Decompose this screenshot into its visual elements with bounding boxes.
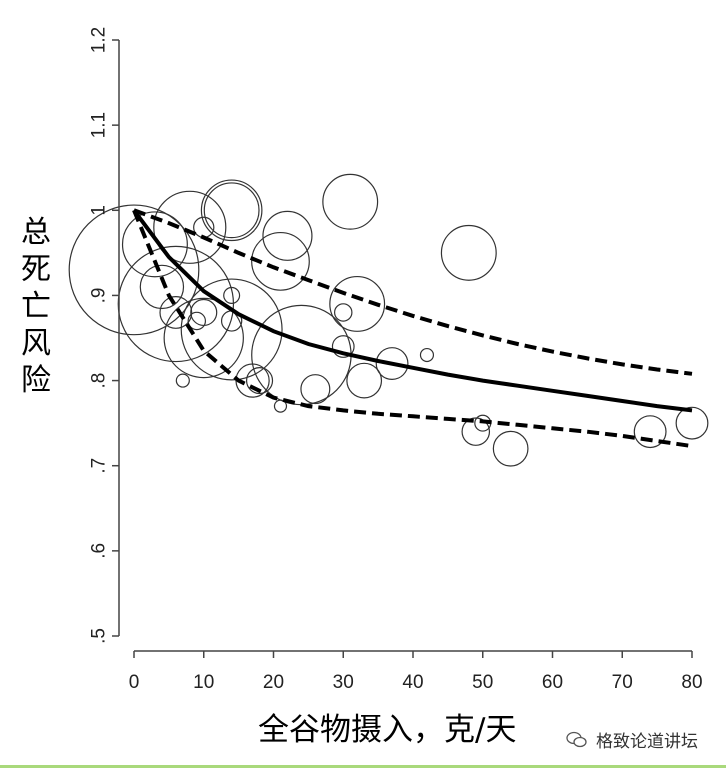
- footer-rule: [0, 765, 726, 768]
- study-bubble: [461, 417, 491, 446]
- study-bubble: [163, 297, 244, 379]
- x-tick-label: 20: [263, 672, 284, 693]
- study-bubble: [375, 347, 409, 380]
- y-tick-label: .5: [89, 628, 110, 644]
- x-tick-label: 10: [193, 672, 214, 693]
- x-axis-ticks: 0 10 20 30 40 50 60 70 80: [129, 651, 703, 693]
- study-bubble: [159, 296, 193, 329]
- study-bubble: [139, 264, 185, 310]
- y-tick-label: 1.2: [89, 27, 110, 53]
- line-layer: [132, 208, 693, 449]
- study-bubble: [440, 224, 497, 281]
- study-bubble: [180, 278, 283, 381]
- y-axis-label: 总死亡风险: [21, 215, 51, 398]
- study-bubble: [153, 190, 227, 264]
- x-axis-label: 全谷物摄入，克/天: [258, 712, 517, 748]
- y-tick-label: 1: [89, 205, 110, 216]
- estimate-line: [132, 209, 693, 413]
- y-tick-label: 1.1: [89, 112, 110, 138]
- study-bubble: [203, 182, 260, 239]
- y-tick-label: .9: [89, 287, 110, 303]
- study-bubble: [200, 179, 263, 242]
- watermark-text: 格致论道讲坛: [596, 732, 698, 752]
- x-tick-label: 30: [333, 672, 354, 693]
- x-tick-label: 0: [129, 672, 140, 693]
- study-bubble: [223, 286, 241, 304]
- study-bubble: [251, 231, 310, 291]
- confidence-bound-line: [132, 209, 693, 449]
- x-tick-label: 40: [402, 672, 423, 693]
- study-bubble: [633, 415, 667, 449]
- x-tick-label: 50: [472, 672, 493, 693]
- x-tick-label: 60: [542, 672, 563, 693]
- study-bubble: [68, 204, 200, 336]
- study-bubble: [492, 430, 529, 467]
- study-bubble: [675, 406, 709, 440]
- wechat-icon: [566, 731, 587, 747]
- study-bubble: [300, 374, 331, 405]
- x-tick-label: 70: [612, 672, 633, 693]
- bubble-layer: [68, 173, 709, 467]
- study-bubble: [262, 210, 313, 261]
- study-bubble: [190, 298, 218, 327]
- study-bubble: [329, 275, 386, 332]
- confidence-bound-line: [133, 208, 693, 376]
- study-bubble: [346, 362, 383, 399]
- x-tick-label: 80: [681, 672, 702, 693]
- study-bubble: [322, 173, 379, 230]
- study-bubble: [245, 367, 274, 395]
- study-bubble: [121, 211, 188, 278]
- study-bubble: [334, 303, 353, 322]
- study-bubble: [331, 335, 355, 358]
- study-bubble: [419, 347, 435, 363]
- y-axis-ticks: .5 .6 .7 .8 .9 1 1.1 1.2: [89, 27, 119, 644]
- y-tick-label: .7: [89, 458, 110, 474]
- y-tick-label: .8: [89, 373, 110, 389]
- y-tick-label: .6: [89, 543, 110, 559]
- study-bubble: [175, 373, 190, 388]
- study-bubble: [187, 311, 207, 331]
- watermark: 格致论道讲坛: [566, 727, 698, 752]
